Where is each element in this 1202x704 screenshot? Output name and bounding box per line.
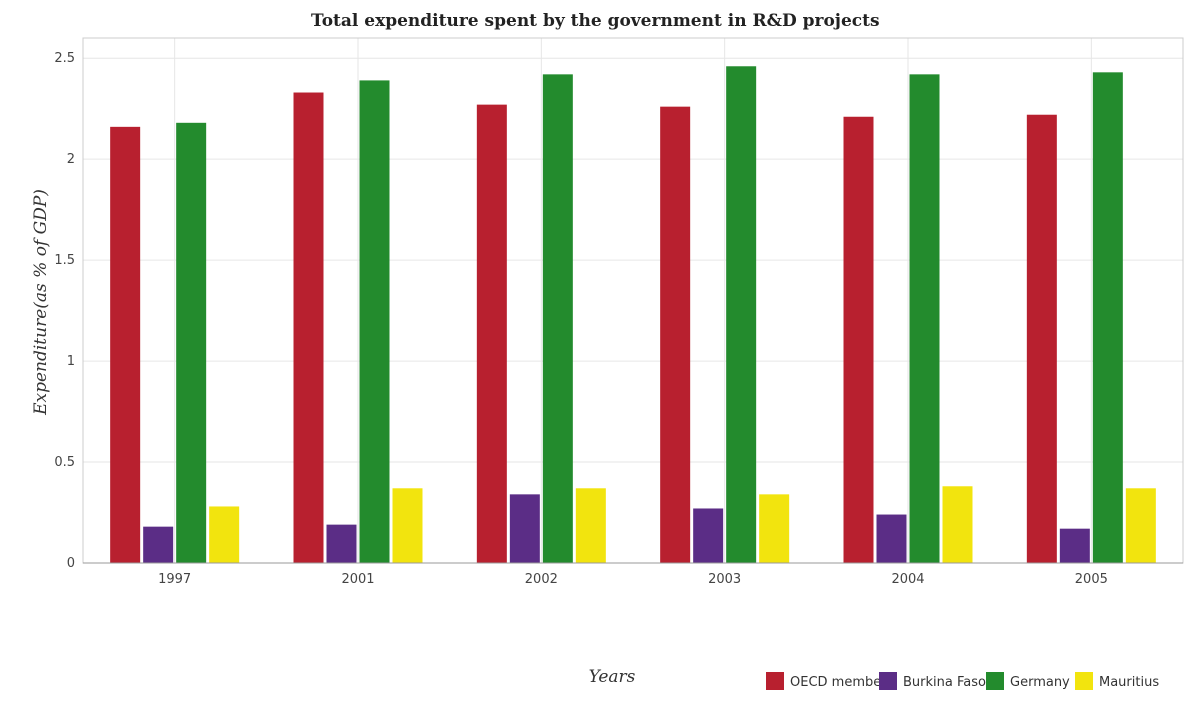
x-tick-label: 2005 bbox=[1075, 572, 1108, 587]
y-tick-label: 0.5 bbox=[54, 455, 75, 470]
x-tick-label: 2001 bbox=[341, 572, 374, 587]
legend-label: Burkina Faso bbox=[903, 675, 986, 690]
bar bbox=[909, 74, 940, 563]
y-tick-label: 1.5 bbox=[54, 253, 75, 268]
legend-swatch bbox=[766, 672, 784, 690]
x-tick-label: 2002 bbox=[525, 572, 558, 587]
legend-swatch bbox=[1075, 672, 1093, 690]
bar bbox=[942, 486, 973, 563]
bar bbox=[392, 488, 423, 563]
bars bbox=[110, 66, 1156, 564]
y-tick-label: 2.5 bbox=[54, 51, 75, 66]
bar bbox=[110, 126, 141, 563]
bar bbox=[359, 80, 390, 564]
y-axis-label: Expenditure(as % of GDP) bbox=[31, 189, 51, 416]
legend-swatch bbox=[879, 672, 897, 690]
plot-frame bbox=[82, 37, 1184, 564]
grid bbox=[82, 37, 1184, 564]
legend: OECD members Burkina Faso Germany Mauritius bbox=[766, 672, 1159, 690]
legend-swatch bbox=[986, 672, 1004, 690]
legend-label: Mauritius bbox=[1099, 675, 1159, 690]
bar bbox=[542, 74, 573, 563]
chart-title: Total expenditure spent by the governmen… bbox=[311, 11, 880, 31]
y-tick-label: 0 bbox=[67, 556, 75, 571]
bar bbox=[143, 526, 174, 563]
legend-label: OECD members bbox=[790, 675, 894, 690]
y-tick-label: 1 bbox=[67, 354, 75, 369]
bar bbox=[575, 488, 606, 563]
bar bbox=[759, 494, 790, 563]
bar bbox=[1092, 72, 1123, 564]
bar bbox=[209, 506, 240, 563]
x-tick-label: 2004 bbox=[891, 572, 924, 587]
bar bbox=[876, 514, 907, 563]
bar bbox=[726, 66, 757, 564]
bar bbox=[1059, 528, 1090, 563]
bar bbox=[509, 494, 540, 563]
x-tick-label: 2003 bbox=[708, 572, 741, 587]
bar bbox=[293, 92, 324, 564]
x-tick-label: 1997 bbox=[158, 572, 191, 587]
bar bbox=[176, 122, 207, 564]
bar bbox=[1026, 114, 1057, 563]
legend-label: Germany bbox=[1010, 675, 1070, 690]
y-tick-label: 2 bbox=[67, 152, 75, 167]
bar bbox=[1125, 488, 1156, 563]
x-axis-label: Years bbox=[589, 667, 636, 687]
bar bbox=[326, 524, 357, 563]
bar bbox=[693, 508, 724, 563]
bar bbox=[843, 116, 874, 563]
bar bbox=[476, 104, 507, 563]
axes: 0 0.5 1 1.5 2 2.5 1997 2001 2002 2003 2004 2005 bbox=[54, 51, 1183, 587]
bar bbox=[660, 106, 691, 564]
